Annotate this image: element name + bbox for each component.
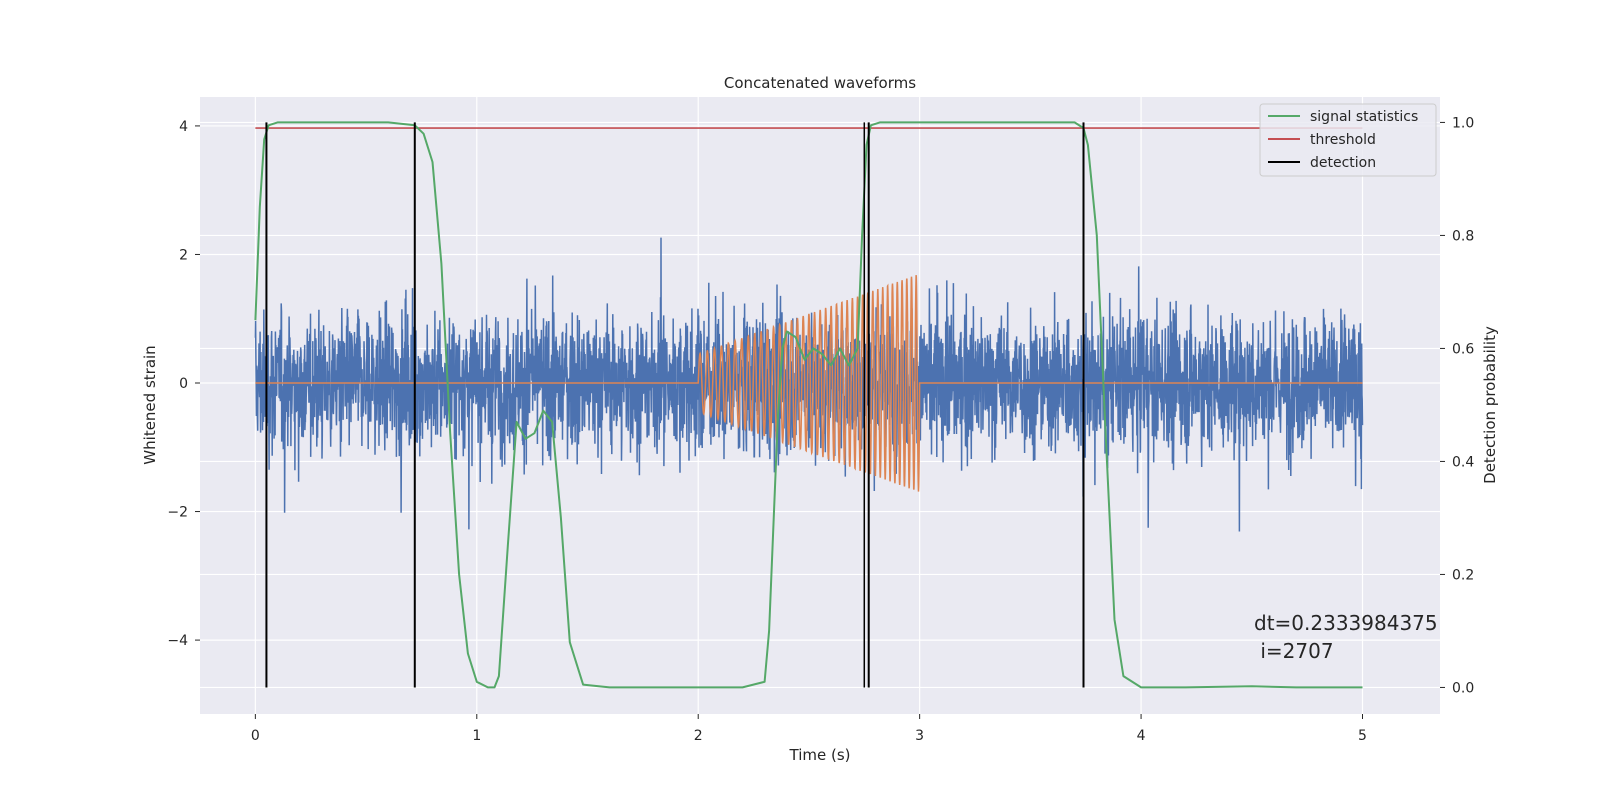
annotation-dt: dt=0.2333984375 bbox=[1254, 611, 1438, 635]
y2-tick-label: 0.0 bbox=[1452, 680, 1474, 696]
annotation-i: i=2707 bbox=[1254, 639, 1334, 663]
y-axis-label: Whitened strain bbox=[141, 345, 159, 464]
x-tick-label: 5 bbox=[1358, 728, 1367, 744]
legend-box bbox=[1259, 103, 1437, 177]
legend-label-signal: signal statistics bbox=[1310, 109, 1418, 125]
x-tick-label: 1 bbox=[472, 728, 481, 744]
y-tick-label: −2 bbox=[167, 505, 188, 521]
legend: signal statistics threshold detection bbox=[1259, 103, 1437, 177]
legend-label-detection: detection bbox=[1310, 155, 1376, 171]
legend-label-threshold: threshold bbox=[1310, 132, 1376, 148]
y-tick-label: 4 bbox=[179, 119, 188, 135]
plot-content bbox=[254, 121, 1364, 689]
x-axis-label: Time (s) bbox=[789, 746, 851, 764]
y2-axis-label: Detection probability bbox=[1481, 326, 1499, 484]
ticks: 0 1 2 3 4 5 −4 −2 0 2 4 0.0 0.2 0.4 0.6 0.8 1.0 bbox=[167, 115, 1474, 744]
x-tick-label: 4 bbox=[1137, 728, 1146, 744]
chart-title: Concatenated waveforms bbox=[724, 74, 916, 92]
x-tick-label: 2 bbox=[694, 728, 703, 744]
y2-tick-label: 0.6 bbox=[1452, 341, 1474, 357]
y-tick-label: −4 bbox=[167, 633, 188, 649]
y2-tick-label: 0.8 bbox=[1452, 228, 1474, 244]
signal-statistics-line bbox=[254, 121, 1363, 689]
y2-tick-label: 0.4 bbox=[1452, 454, 1474, 470]
y-tick-label: 0 bbox=[179, 376, 188, 392]
x-tick-label: 3 bbox=[915, 728, 924, 744]
x-tick-label: 0 bbox=[251, 728, 260, 744]
y2-tick-label: 1.0 bbox=[1452, 115, 1474, 131]
y2-tick-label: 0.2 bbox=[1452, 567, 1474, 583]
y-tick-label: 2 bbox=[179, 247, 188, 263]
chirp-series-line bbox=[255, 275, 1363, 492]
noise-series-line bbox=[254, 237, 1364, 532]
